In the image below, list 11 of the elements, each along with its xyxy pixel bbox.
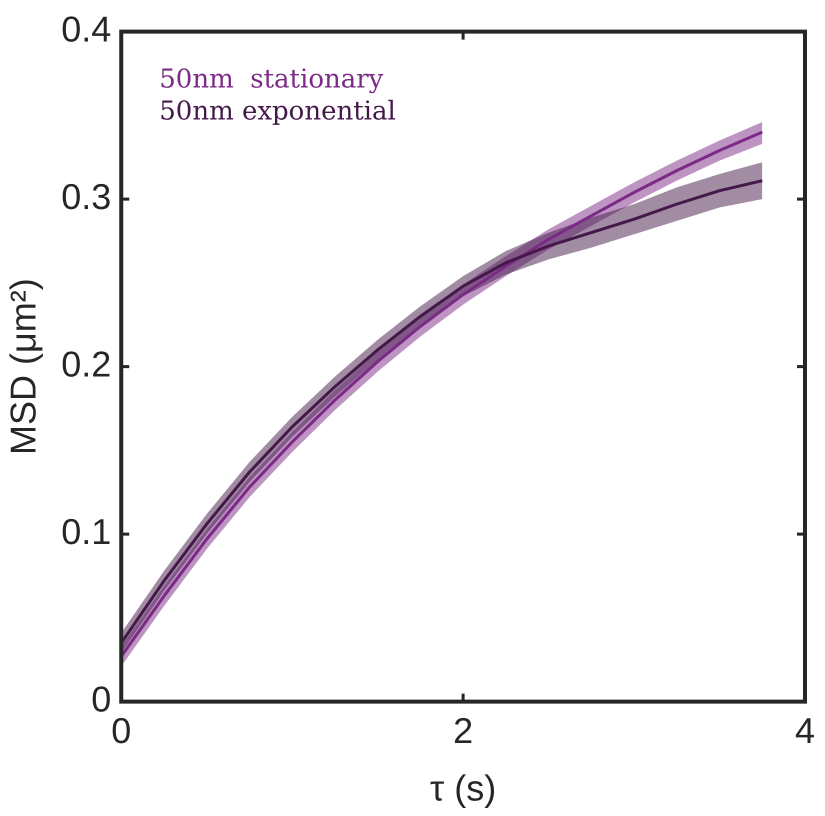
y-axis-title: MSD (μm²)	[2, 278, 44, 455]
y-tick-label: 0.1	[61, 511, 112, 552]
y-tick-label: 0.4	[61, 8, 112, 50]
y-tick-label: 0.3	[61, 176, 112, 218]
x-axis-title: τ (s)	[430, 767, 496, 808]
y-tick-label: 0	[91, 678, 112, 720]
x-tick-label: 4	[794, 710, 816, 752]
y-tick-label: 0.2	[61, 344, 112, 385]
text: 50nm exponential	[159, 96, 396, 126]
x-tick-label: 2	[453, 710, 474, 752]
text: 50nm stationary	[159, 64, 384, 94]
